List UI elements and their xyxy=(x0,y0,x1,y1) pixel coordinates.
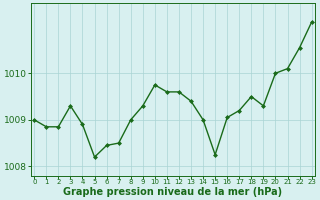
X-axis label: Graphe pression niveau de la mer (hPa): Graphe pression niveau de la mer (hPa) xyxy=(63,187,283,197)
